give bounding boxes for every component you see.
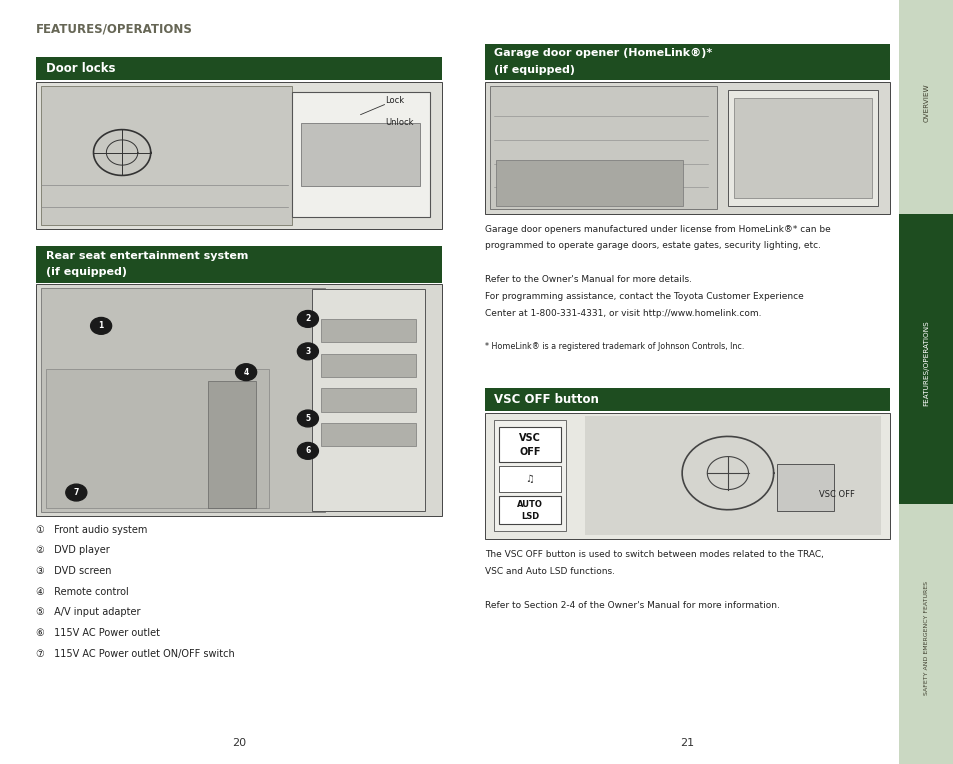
Bar: [490, 86, 717, 209]
Text: Garage door opener (HomeLink®)*: Garage door opener (HomeLink®)*: [494, 48, 712, 58]
Circle shape: [235, 364, 256, 380]
Text: LSD: LSD: [520, 512, 538, 521]
Text: ♫: ♫: [525, 474, 534, 484]
Bar: [498, 496, 560, 524]
Text: 2: 2: [305, 315, 311, 323]
Bar: [46, 369, 269, 508]
Text: Refer to the Owner's Manual for more details.: Refer to the Owner's Manual for more det…: [484, 275, 691, 284]
Bar: [494, 420, 565, 531]
Bar: [484, 82, 889, 214]
Text: AUTO: AUTO: [517, 500, 542, 510]
Text: (if equipped): (if equipped): [494, 65, 575, 75]
Bar: [41, 288, 324, 512]
Circle shape: [297, 310, 318, 327]
Text: OVERVIEW: OVERVIEW: [923, 84, 928, 122]
Text: Door locks: Door locks: [46, 62, 115, 76]
Text: 6: 6: [305, 446, 311, 455]
Bar: [727, 89, 877, 206]
Text: 4: 4: [243, 367, 249, 377]
Text: Lock: Lock: [385, 96, 404, 105]
Text: (if equipped): (if equipped): [46, 267, 127, 277]
Text: VSC: VSC: [518, 433, 540, 443]
Text: 1: 1: [98, 322, 104, 330]
Bar: [321, 319, 416, 342]
Circle shape: [297, 410, 318, 427]
Bar: [208, 380, 255, 508]
Bar: [776, 464, 833, 511]
Text: ⑥   115V AC Power outlet: ⑥ 115V AC Power outlet: [36, 628, 160, 638]
Circle shape: [297, 343, 318, 360]
Circle shape: [297, 442, 318, 459]
Bar: [321, 423, 416, 446]
Text: 20: 20: [232, 737, 246, 748]
Text: 5: 5: [305, 414, 310, 423]
Text: VSC OFF button: VSC OFF button: [494, 393, 598, 406]
Text: The VSC OFF button is used to switch between modes related to the TRAC,: The VSC OFF button is used to switch bet…: [484, 550, 822, 559]
Bar: [312, 289, 425, 511]
Text: ②   DVD player: ② DVD player: [36, 545, 110, 555]
Text: Unlock: Unlock: [385, 118, 414, 127]
Bar: [484, 44, 889, 80]
Bar: [496, 160, 682, 206]
Text: VSC OFF: VSC OFF: [819, 490, 855, 500]
Bar: [484, 388, 889, 411]
Bar: [292, 92, 429, 218]
Text: 3: 3: [305, 347, 311, 356]
Text: ⑤   A/V input adapter: ⑤ A/V input adapter: [36, 607, 141, 617]
Text: 7: 7: [73, 488, 79, 497]
Bar: [36, 57, 441, 80]
Text: Garage door openers manufactured under license from HomeLink®* can be: Garage door openers manufactured under l…: [484, 225, 829, 234]
Bar: [484, 413, 889, 539]
Text: OFF: OFF: [518, 447, 540, 457]
Bar: [36, 82, 441, 229]
Text: For programming assistance, contact the Toyota Customer Experience: For programming assistance, contact the …: [484, 292, 802, 301]
Text: 21: 21: [679, 737, 694, 748]
Text: ③   DVD screen: ③ DVD screen: [36, 566, 112, 576]
Bar: [36, 284, 441, 516]
Bar: [321, 354, 416, 377]
Bar: [498, 427, 560, 462]
Text: ①   Front audio system: ① Front audio system: [36, 525, 148, 535]
Text: FEATURES/OPERATIONS: FEATURES/OPERATIONS: [923, 320, 928, 406]
Bar: [898, 0, 953, 214]
Text: * HomeLink® is a registered trademark of Johnson Controls, Inc.: * HomeLink® is a registered trademark of…: [484, 342, 743, 351]
Bar: [41, 86, 292, 225]
Text: SAFETY AND EMERGENCY FEATURES: SAFETY AND EMERGENCY FEATURES: [923, 581, 928, 695]
Text: ⑦   115V AC Power outlet ON/OFF switch: ⑦ 115V AC Power outlet ON/OFF switch: [36, 649, 234, 659]
Bar: [321, 388, 416, 412]
Bar: [301, 124, 419, 186]
Text: ④   Remote control: ④ Remote control: [36, 587, 129, 597]
Bar: [584, 416, 880, 535]
Text: Rear seat entertainment system: Rear seat entertainment system: [46, 251, 248, 261]
Bar: [36, 246, 441, 283]
Circle shape: [91, 318, 112, 335]
Text: Refer to Section 2-4 of the Owner's Manual for more information.: Refer to Section 2-4 of the Owner's Manu…: [484, 601, 779, 610]
Bar: [733, 98, 871, 198]
Bar: [898, 504, 953, 764]
Text: FEATURES/OPERATIONS: FEATURES/OPERATIONS: [36, 23, 193, 36]
Circle shape: [66, 484, 87, 501]
Bar: [498, 465, 560, 492]
Bar: [898, 214, 953, 504]
Text: VSC and Auto LSD functions.: VSC and Auto LSD functions.: [484, 567, 614, 576]
Text: Center at 1-800-331-4331, or visit http://www.homelink.com.: Center at 1-800-331-4331, or visit http:…: [484, 309, 760, 318]
Text: programmed to operate garage doors, estate gates, security lighting, etc.: programmed to operate garage doors, esta…: [484, 241, 820, 251]
